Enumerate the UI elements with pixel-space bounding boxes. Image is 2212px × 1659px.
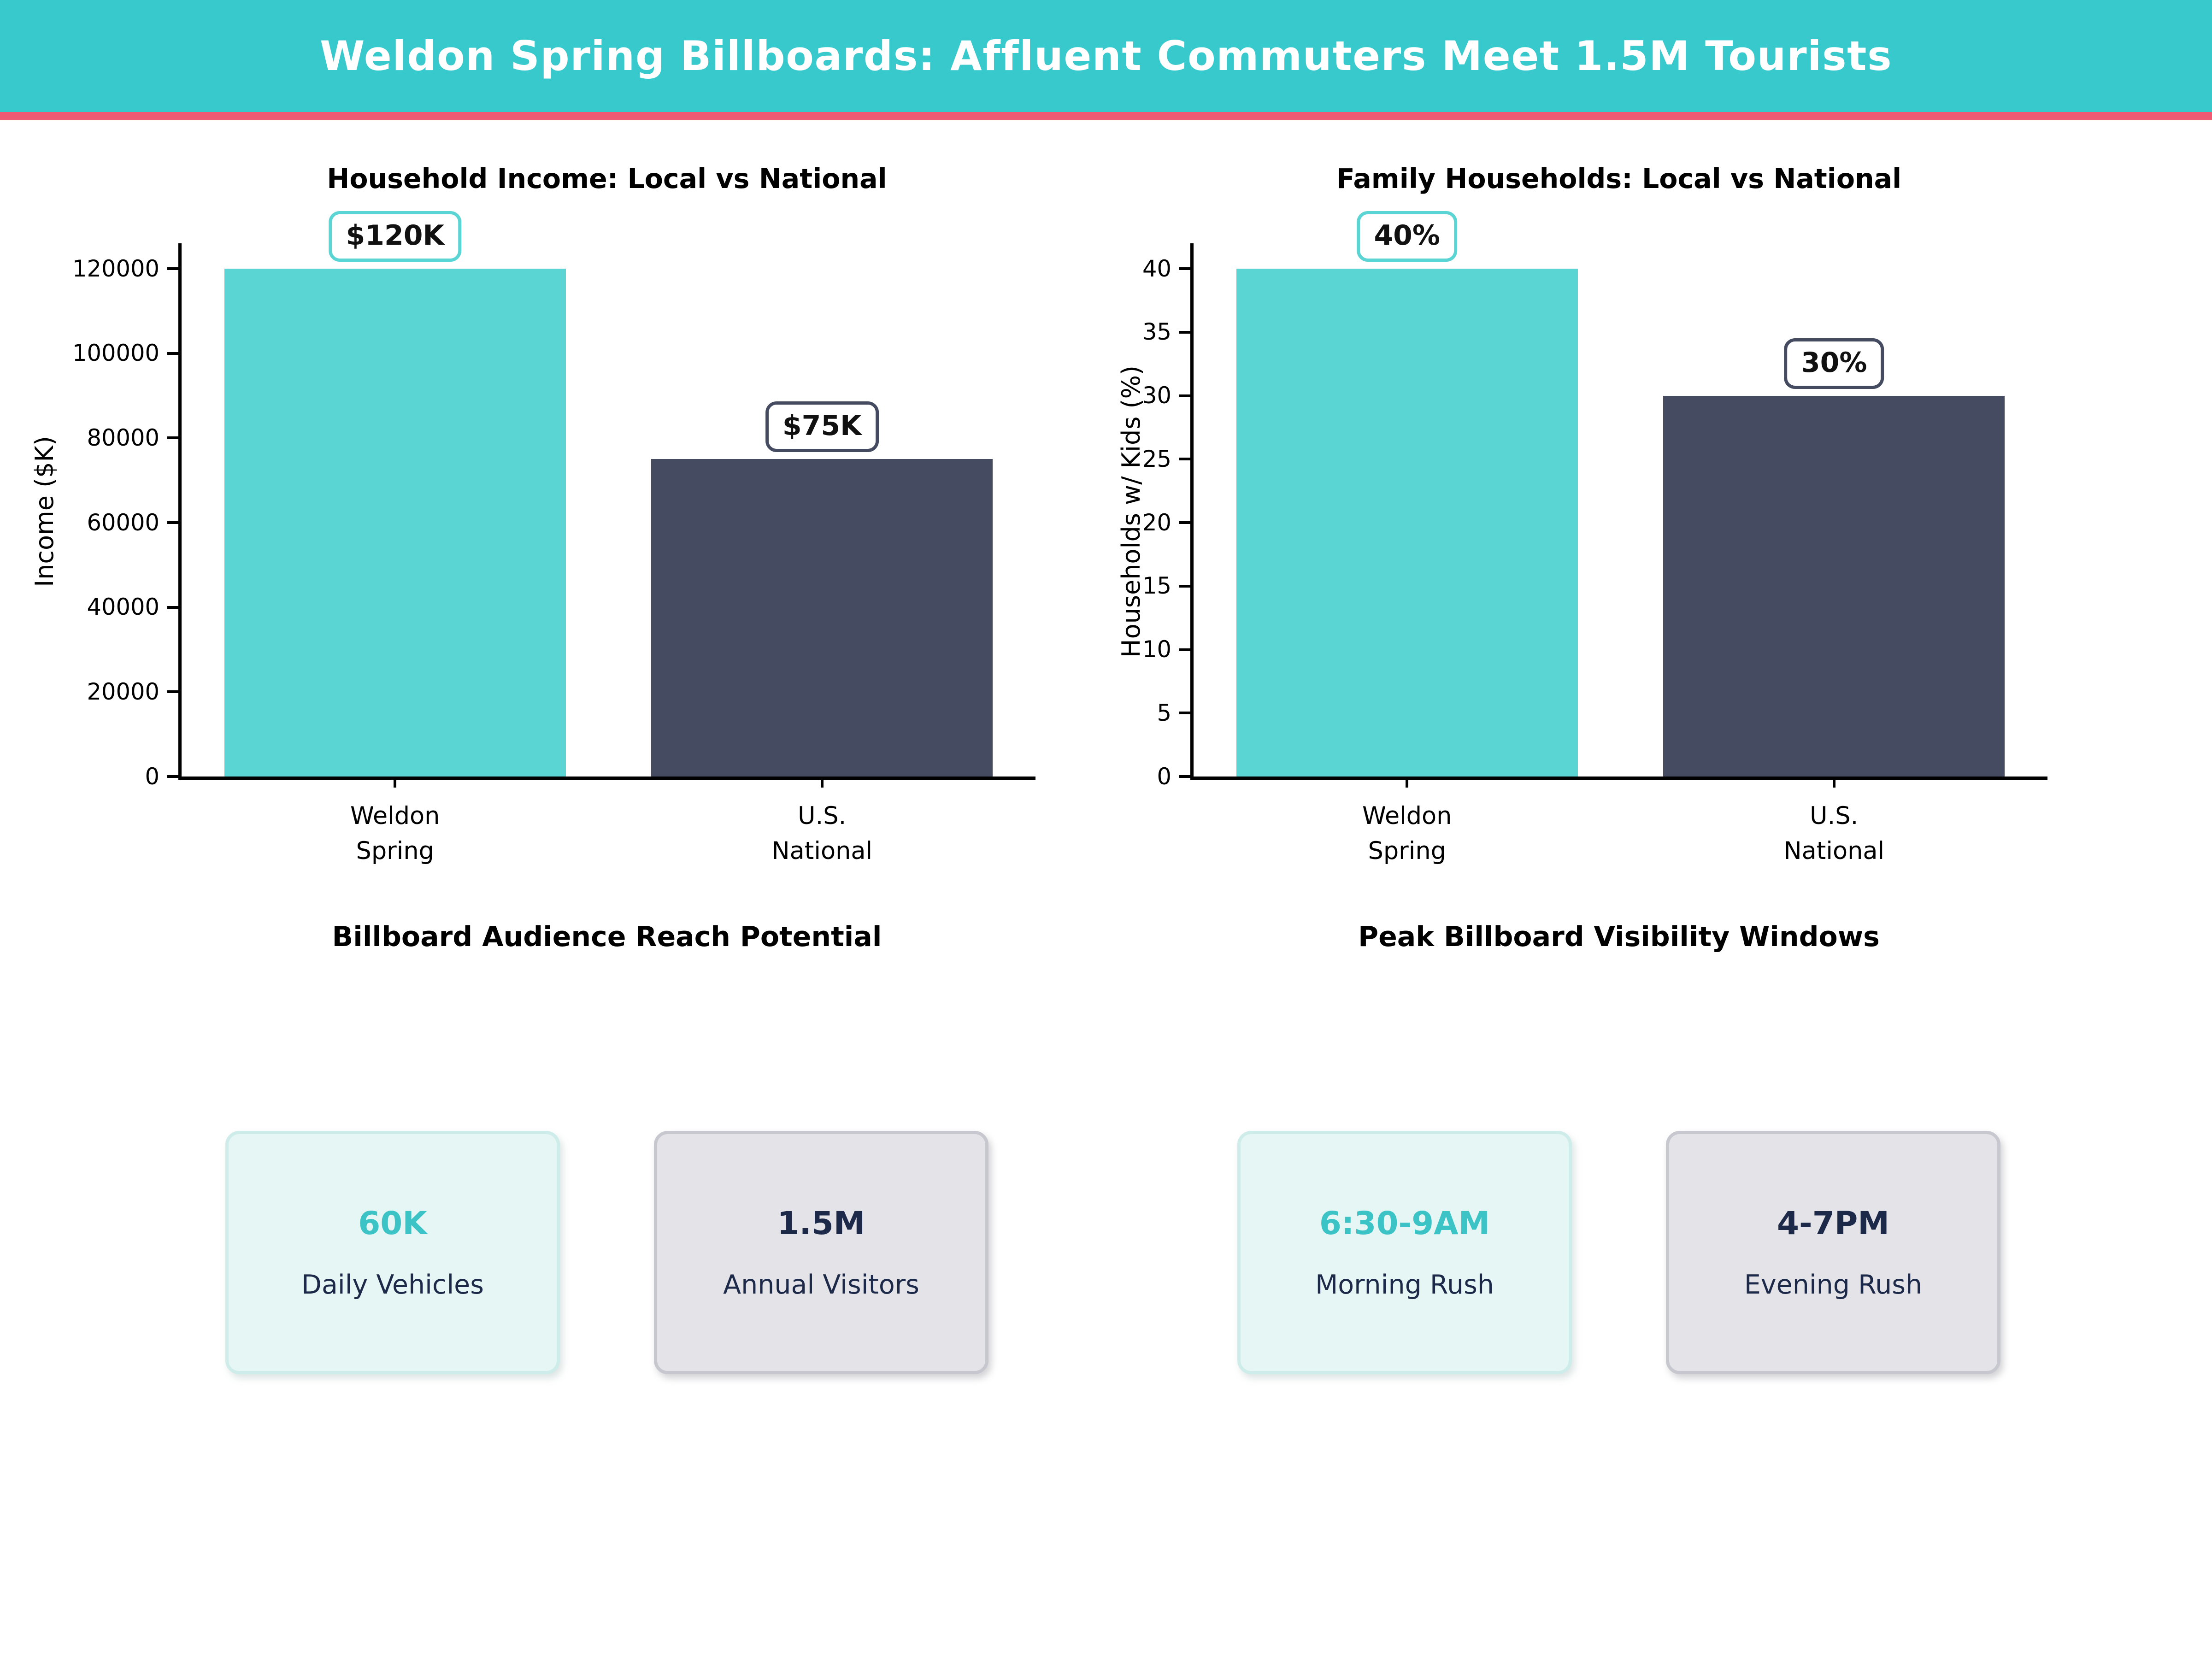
x-axis-tick bbox=[820, 777, 824, 788]
y-axis-tick-label: 20000 bbox=[87, 678, 159, 705]
y-axis-tick-label: 40 bbox=[1142, 255, 1171, 282]
y-axis-tick-label: 100000 bbox=[72, 340, 159, 366]
stat-card-annual-visitors: 1.5M Annual Visitors bbox=[654, 1131, 988, 1374]
y-axis-tick bbox=[167, 521, 178, 524]
y-axis-tick bbox=[167, 690, 178, 694]
y-axis-tick-label: 10 bbox=[1142, 635, 1171, 663]
bar-value-label: $75K bbox=[765, 401, 879, 453]
y-axis-tick-label: 40000 bbox=[87, 593, 159, 620]
y-axis-tick bbox=[167, 606, 178, 609]
x-axis-tick-label: U.S. National bbox=[1783, 802, 1885, 865]
y-axis-tick bbox=[167, 436, 178, 440]
y-axis-tick bbox=[1179, 712, 1190, 715]
y-axis-tick-label: 0 bbox=[1157, 763, 1172, 790]
x-axis-tick bbox=[1406, 777, 1409, 788]
bar-value-label: 40% bbox=[1357, 211, 1458, 262]
y-axis-tick bbox=[167, 267, 178, 271]
x-axis-tick-label: Weldon Spring bbox=[1362, 802, 1452, 865]
y-axis-tick-label: 30 bbox=[1142, 382, 1171, 409]
stat-card-daily-vehicles: 60K Daily Vehicles bbox=[225, 1131, 560, 1374]
header-banner: Weldon Spring Billboards: Affluent Commu… bbox=[0, 0, 2212, 120]
stat-value: 6:30-9AM bbox=[1319, 1205, 1490, 1242]
visibility-windows-cards: 6:30-9AM Morning Rush 4-7PM Evening Rush bbox=[1190, 1131, 2047, 1374]
stat-label: Daily Vehicles bbox=[301, 1270, 484, 1300]
y-axis-tick-label: 20 bbox=[1142, 509, 1171, 536]
y-axis-tick-label: 15 bbox=[1142, 572, 1171, 600]
stat-label: Annual Visitors bbox=[723, 1270, 919, 1300]
page-title: Weldon Spring Billboards: Affluent Commu… bbox=[319, 32, 1893, 80]
y-axis-tick-label: 60000 bbox=[87, 509, 159, 536]
y-axis-tick bbox=[1179, 521, 1190, 524]
y-axis-tick bbox=[1179, 267, 1190, 271]
x-axis-tick bbox=[394, 777, 397, 788]
y-axis-tick bbox=[1179, 330, 1190, 334]
stat-card-morning-rush: 6:30-9AM Morning Rush bbox=[1237, 1131, 1572, 1374]
x-axis-tick-label: U.S. National bbox=[771, 802, 873, 865]
income-chart-title: Household Income: Local vs National bbox=[327, 163, 887, 194]
income-bar-chart-plot: 0 20000 40000 60000 80000 100000 120000 Weldon … bbox=[72, 211, 1035, 865]
family-yaxis-label: Households w/ Kids (%) bbox=[1116, 365, 1146, 658]
bar-national bbox=[651, 459, 993, 777]
visibility-windows-section-title: Peak Billboard Visibility Windows bbox=[1358, 921, 1880, 953]
x-axis-tick-label: Weldon Spring bbox=[350, 802, 440, 865]
audience-reach-section-title: Billboard Audience Reach Potential bbox=[332, 921, 882, 953]
y-axis-tick bbox=[167, 352, 178, 355]
stat-card-evening-rush: 4-7PM Evening Rush bbox=[1666, 1131, 2000, 1374]
family-chart-title: Family Households: Local vs National bbox=[1336, 163, 1902, 194]
stat-value: 1.5M bbox=[777, 1205, 865, 1242]
bar-value-label: 30% bbox=[1783, 338, 1884, 389]
stat-label: Morning Rush bbox=[1315, 1270, 1494, 1300]
y-axis-tick-label: 35 bbox=[1142, 318, 1171, 346]
y-axis-tick-label: 120000 bbox=[72, 255, 159, 282]
y-axis-tick bbox=[1179, 648, 1190, 651]
stat-value: 60K bbox=[358, 1205, 427, 1242]
y-axis-tick-label: 25 bbox=[1142, 445, 1171, 472]
y-axis-tick bbox=[1179, 394, 1190, 397]
audience-reach-cards: 60K Daily Vehicles 1.5M Annual Visitors bbox=[178, 1131, 1035, 1374]
bar-national bbox=[1663, 395, 2005, 777]
y-axis-tick-label: 0 bbox=[145, 763, 160, 790]
bar-local bbox=[1236, 269, 1578, 777]
y-axis-tick-label: 80000 bbox=[87, 424, 159, 451]
stat-value: 4-7PM bbox=[1777, 1205, 1889, 1242]
income-yaxis-label: Income ($K) bbox=[29, 436, 59, 587]
y-axis-tick bbox=[1179, 458, 1190, 461]
y-axis-tick-label: 5 bbox=[1157, 699, 1172, 726]
stat-label: Evening Rush bbox=[1744, 1270, 1923, 1300]
y-axis-tick bbox=[1179, 775, 1190, 778]
y-axis-tick bbox=[1179, 584, 1190, 588]
income-yaxis-label-wrap: Income ($K) bbox=[28, 243, 61, 780]
bar-value-label: $120K bbox=[329, 211, 461, 262]
x-axis-tick bbox=[1832, 777, 1835, 788]
bar-local bbox=[224, 269, 566, 777]
y-axis-tick bbox=[167, 775, 178, 778]
family-bar-chart-plot: 0 5 10 15 20 25 30 35 40 Weldon Spring 40% U.S. Nat… bbox=[1142, 211, 2047, 865]
